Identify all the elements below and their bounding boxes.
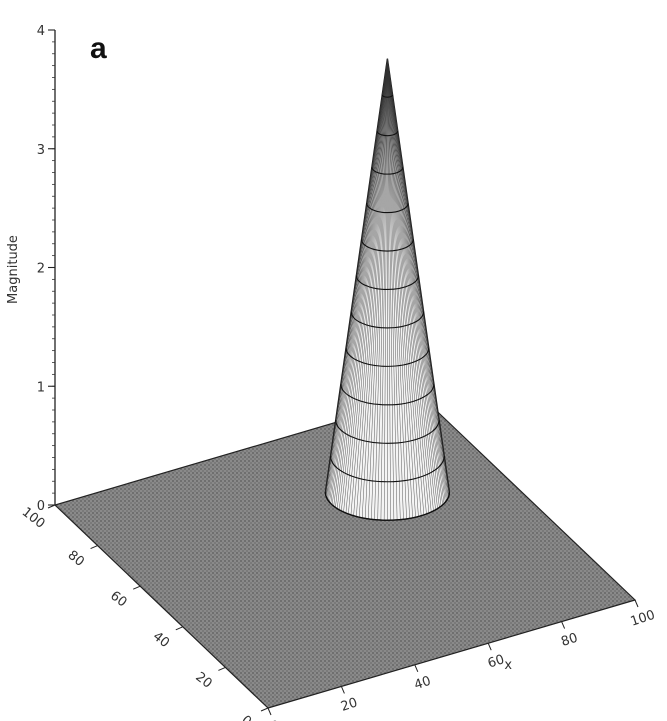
y-axis-tick: [133, 585, 141, 590]
y-tick-label: 60: [107, 588, 129, 610]
panel-label: a: [90, 32, 107, 65]
peak-contour-arc: [355, 275, 419, 290]
x-axis-tick: [561, 621, 566, 629]
y-tick-label: 20: [192, 670, 214, 692]
z-tick-label: 4: [37, 24, 45, 39]
x-tick-label: 40: [413, 674, 433, 693]
x-axis-tick: [487, 643, 492, 651]
y-tick-label: 0: [238, 713, 254, 721]
x-tick-label: 0: [270, 718, 283, 721]
x-tick-label: 60: [486, 652, 506, 671]
peak-contour-arc: [345, 347, 430, 367]
peak-base-rim: [324, 492, 450, 521]
z-axis-label: Magnitude: [6, 235, 21, 304]
z-tick-label: 2: [37, 262, 45, 277]
x-tick-label: 100: [629, 608, 657, 630]
peak-contour-arc: [381, 94, 394, 98]
peak-contour-arc: [366, 203, 409, 214]
y-axis-tick: [175, 626, 183, 631]
peak-contour-arc: [350, 311, 425, 329]
z-axis: 0 1 2 3 4: [37, 24, 56, 514]
peak-contour-arc: [361, 239, 414, 252]
y-axis-tick: [260, 707, 269, 712]
y-axis-tick: [218, 666, 226, 671]
y-tick-label: 80: [65, 548, 87, 570]
x-tick-label: 80: [559, 631, 579, 650]
peak-contour-arc: [335, 419, 440, 444]
z-tick-label: 0: [37, 499, 45, 514]
x-axis: 0 20 40 60 80 100: [267, 599, 657, 721]
x-axis-tick: [340, 686, 345, 694]
peak-contour-arc: [340, 383, 435, 406]
peak-contour-arc: [371, 167, 404, 175]
y-axis-tick: [47, 504, 56, 509]
peak-contour-arc: [376, 130, 399, 137]
x-axis-label: x: [504, 658, 512, 673]
y-tick-label: 40: [150, 629, 172, 651]
z-tick-label: 1: [37, 380, 45, 395]
x-axis-tick: [414, 664, 419, 672]
x-axis-tick: [267, 707, 272, 716]
x-tick-label: 20: [339, 695, 359, 714]
x-axis-tick: [634, 599, 639, 608]
z-tick-label: 3: [37, 143, 45, 158]
peak-contour-arc: [330, 456, 445, 483]
surface-peak: [324, 58, 451, 521]
y-axis-tick: [90, 545, 98, 550]
